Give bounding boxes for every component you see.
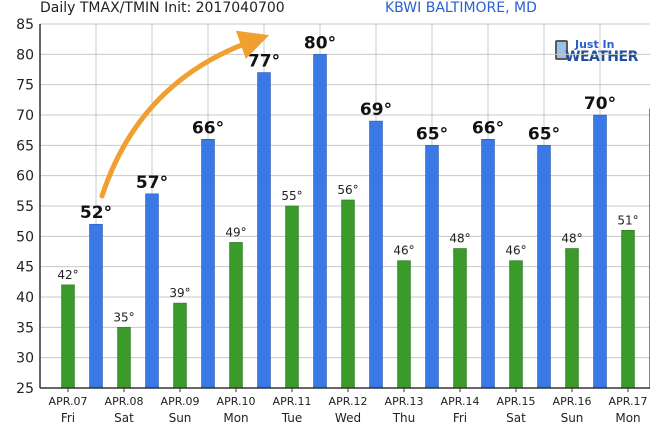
tmin-value-label: 51°	[617, 213, 638, 227]
tmin-value-label: 48°	[449, 231, 470, 245]
tmax-value-label: 70°	[584, 94, 616, 114]
tmin-value-label: 35°	[113, 310, 134, 324]
tmin-bar	[229, 242, 243, 389]
x-tick-date-label: APR.12	[329, 395, 368, 408]
chart-title: Daily TMAX/TMIN Init: 2017040700	[40, 0, 285, 16]
tmin-value-label: 42°	[57, 268, 78, 282]
tmax-bar	[89, 223, 103, 389]
just-in-weather-logo: Just In WEATHER	[553, 38, 643, 70]
tmin-bar	[285, 205, 299, 389]
x-tick-weekday-label: Tue	[281, 411, 303, 425]
tmin-bar	[621, 230, 635, 389]
tmin-bar	[397, 260, 411, 389]
tmax-bar	[593, 114, 607, 389]
tmax-value-label: 66°	[192, 118, 224, 138]
tmin-value-label: 39°	[169, 286, 190, 300]
y-tick-label: 45	[16, 260, 34, 276]
tmax-bar	[369, 120, 383, 389]
x-tick-weekday-label: Sun	[561, 411, 584, 425]
y-tick-label: 40	[16, 290, 34, 306]
y-tick-label: 80	[16, 47, 34, 63]
tmax-value-label: 65°	[528, 124, 560, 144]
y-tick-label: 75	[16, 78, 34, 94]
x-tick-date-label: APR.16	[553, 395, 592, 408]
tmax-value-label: 66°	[472, 118, 504, 138]
x-tick-date-label: APR.08	[105, 395, 144, 408]
y-tick-label: 55	[16, 199, 34, 215]
x-tick-weekday-label: Fri	[61, 411, 75, 425]
tmin-bar	[453, 248, 467, 389]
tmin-value-label: 48°	[561, 231, 582, 245]
x-tick-date-label: APR.14	[441, 395, 480, 408]
x-tick-weekday-label: Fri	[453, 411, 467, 425]
x-tick-date-label: APR.07	[49, 395, 88, 408]
tmax-bar	[481, 139, 495, 389]
x-tick-weekday-label: Thu	[392, 411, 416, 425]
tmax-value-label: 57°	[136, 173, 168, 193]
tmax-value-label: 52°	[80, 203, 112, 223]
tmin-value-label: 46°	[393, 244, 414, 258]
tmax-value-label: 77°	[248, 52, 280, 72]
tmax-bar	[201, 139, 215, 389]
x-tick-date-label: APR.11	[273, 395, 312, 408]
x-tick-date-label: APR.17	[609, 395, 648, 408]
y-tick-label: 85	[16, 17, 34, 33]
tmax-value-label: 65°	[416, 124, 448, 144]
tmin-value-label: 56°	[337, 183, 358, 197]
x-tick-date-label: APR.10	[217, 395, 256, 408]
tmax-value-label: 69°	[360, 100, 392, 120]
y-tick-label: 70	[16, 108, 34, 124]
y-tick-label: 65	[16, 138, 34, 154]
tmax-bar	[257, 72, 271, 389]
tmin-bar	[173, 302, 187, 389]
x-tick-date-label: APR.13	[385, 395, 424, 408]
y-tick-label: 35	[16, 320, 34, 336]
tmax-bar	[313, 54, 327, 389]
x-tick-weekday-label: Mon	[615, 411, 640, 425]
tmax-value-label: 80°	[304, 33, 336, 53]
x-tick-date-label: APR.09	[161, 395, 200, 408]
x-tick-weekday-label: Sat	[506, 411, 526, 425]
tmin-value-label: 46°	[505, 244, 526, 258]
tmin-value-label: 49°	[225, 225, 246, 239]
tmax-bar	[145, 193, 159, 389]
station-label: KBWI BALTIMORE, MD	[385, 0, 537, 16]
tmax-bar	[537, 145, 551, 389]
y-tick-label: 50	[16, 229, 34, 245]
phone-icon	[555, 40, 568, 60]
tmin-bar	[61, 284, 75, 389]
tmin-bar	[509, 260, 523, 389]
logo-line1: Just In	[575, 38, 615, 51]
y-tick-label: 25	[16, 381, 34, 397]
x-tick-date-label: APR.15	[497, 395, 536, 408]
y-tick-label: 60	[16, 169, 34, 185]
tmax-bar	[425, 145, 439, 389]
x-tick-weekday-label: Sat	[114, 411, 134, 425]
x-tick-weekday-label: Wed	[335, 411, 361, 425]
x-tick-weekday-label: Mon	[223, 411, 248, 425]
tmin-bar	[117, 327, 131, 389]
y-tick-label: 30	[16, 351, 34, 367]
x-tick-weekday-label: Sun	[169, 411, 192, 425]
tmin-value-label: 55°	[281, 189, 302, 203]
trend-arrow	[99, 30, 270, 199]
tmin-bar	[341, 199, 355, 389]
tmin-bar	[565, 248, 579, 389]
logo-line2: WEATHER	[565, 49, 638, 65]
